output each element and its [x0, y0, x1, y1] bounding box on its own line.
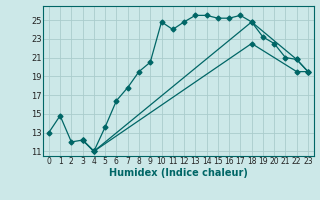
X-axis label: Humidex (Indice chaleur): Humidex (Indice chaleur)	[109, 168, 248, 178]
